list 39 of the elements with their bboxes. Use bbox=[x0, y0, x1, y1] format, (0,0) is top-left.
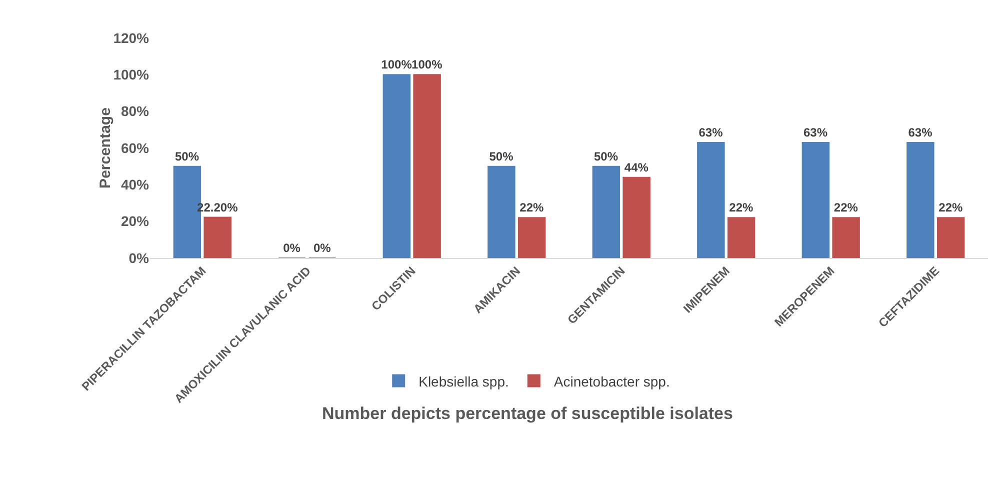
data-label: 100% bbox=[381, 58, 412, 72]
y-tick-label: 100% bbox=[113, 66, 150, 83]
bar bbox=[488, 166, 516, 258]
data-label: 0% bbox=[313, 241, 332, 255]
data-label: 63% bbox=[698, 126, 724, 140]
y-tick-label: 20% bbox=[120, 213, 150, 230]
bar bbox=[802, 142, 830, 258]
data-label: 63% bbox=[908, 126, 933, 140]
data-label: 22% bbox=[520, 200, 544, 215]
bar bbox=[697, 142, 725, 258]
data-label: 63% bbox=[804, 126, 828, 140]
legend-label: Klebsiella spp. bbox=[418, 373, 509, 390]
bar bbox=[936, 217, 965, 258]
y-tick-label: 40% bbox=[120, 176, 150, 193]
bar bbox=[382, 74, 411, 258]
bar bbox=[832, 217, 860, 258]
bar bbox=[906, 142, 934, 258]
data-label: 44% bbox=[624, 160, 649, 174]
bar bbox=[622, 176, 650, 258]
y-tick-label: 60% bbox=[120, 140, 150, 156]
y-axis-title: Percentage bbox=[97, 108, 114, 188]
data-label: 50% bbox=[175, 149, 200, 164]
data-label: 22% bbox=[834, 200, 858, 215]
data-label: 50% bbox=[594, 149, 618, 164]
legend-label: Acinetobacter spp. bbox=[554, 373, 670, 390]
y-tick-label: 120% bbox=[113, 30, 150, 46]
bar bbox=[413, 74, 441, 258]
data-label: 0% bbox=[283, 241, 301, 255]
y-tick-label: 80% bbox=[120, 103, 150, 120]
data-label: 50% bbox=[489, 149, 514, 164]
data-label: 100% bbox=[412, 58, 443, 72]
data-label: 22% bbox=[938, 200, 963, 215]
data-label: 22% bbox=[729, 200, 754, 215]
bar bbox=[204, 216, 232, 258]
y-tick-label: 0% bbox=[128, 250, 150, 266]
bar bbox=[727, 217, 756, 258]
x-axis-title: Number depicts percentage of susceptible isolates bbox=[322, 404, 733, 423]
bar bbox=[592, 166, 620, 258]
bar bbox=[518, 217, 546, 258]
